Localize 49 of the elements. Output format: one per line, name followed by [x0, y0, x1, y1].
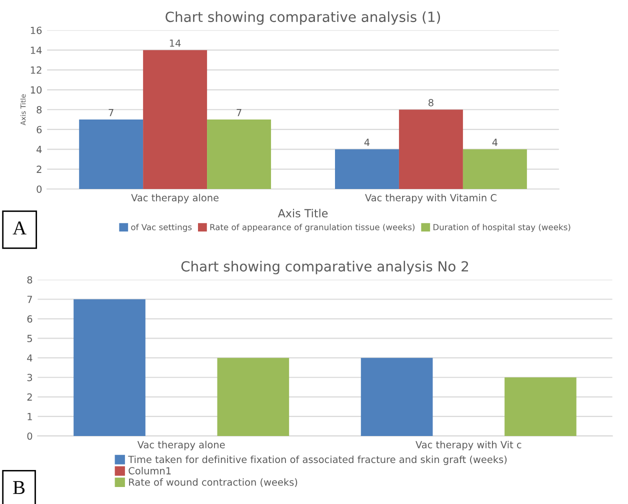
- y-tick-label: 0: [36, 185, 42, 193]
- data-label: 8: [428, 98, 434, 106]
- x-tick-label: Vac therapy alone: [131, 194, 219, 204]
- y-tick-label: 3: [27, 374, 32, 382]
- data-label: 4: [364, 138, 370, 146]
- y-tick-label: 12: [30, 66, 42, 74]
- bar: [398, 110, 463, 189]
- data-label: 14: [170, 40, 181, 47]
- x-tick-label: Vac therapy with Vitamin C: [365, 194, 496, 204]
- data-label: 7: [108, 109, 114, 116]
- bar: [360, 358, 433, 436]
- data-label: 7: [236, 109, 242, 116]
- legend-label: of Vac settings: [131, 224, 192, 232]
- y-tick-label: 8: [27, 276, 32, 284]
- bar: [79, 120, 144, 189]
- y-tick-label: 4: [36, 146, 42, 154]
- y-tick-label: 16: [30, 26, 42, 34]
- legend-label: Duration of hospital stay (weeks): [434, 224, 570, 232]
- bar: [462, 149, 527, 189]
- bar: [207, 120, 272, 189]
- data-label: 4: [492, 138, 498, 146]
- chart-title: Chart showing comparative analysis (1): [166, 11, 440, 25]
- legend-label: Rate of wound contraction (weeks): [129, 478, 298, 487]
- text: B: [13, 481, 25, 494]
- bar: [217, 358, 290, 436]
- y-tick-label: 14: [30, 46, 42, 54]
- legend-label: Time taken for definitive fixation of associated fracture and skin graft (weeks): [128, 456, 507, 465]
- chart-title: Chart showing comparative analysis No 2: [181, 260, 468, 274]
- legend-label: Column1: [128, 466, 171, 474]
- x-axis-title: Axis Title: [278, 208, 328, 218]
- y-tick-label: 6: [27, 315, 32, 323]
- x-tick-label: Vac therapy alone: [137, 440, 225, 450]
- bar: [143, 50, 208, 189]
- y-tick-label: 6: [36, 126, 42, 134]
- y-tick-label: 5: [27, 334, 32, 342]
- legend-label: Rate of appearance of granulation tissue (weeks): [210, 224, 414, 232]
- y-tick-label: 2: [27, 393, 32, 401]
- y-tick-label: 0: [27, 432, 32, 440]
- x-tick-label: Vac therapy with Vit c: [416, 440, 522, 450]
- y-tick-label: 2: [36, 166, 42, 173]
- y-tick-label: 1: [28, 413, 32, 420]
- y-tick-label: 8: [36, 106, 42, 114]
- text: A: [12, 222, 26, 234]
- bar: [504, 377, 576, 436]
- y-tick-label: 7: [27, 296, 32, 303]
- y-tick-label: 4: [27, 354, 32, 362]
- y-tick-label: 10: [30, 86, 42, 94]
- bar: [74, 299, 146, 436]
- bar: [335, 149, 399, 189]
